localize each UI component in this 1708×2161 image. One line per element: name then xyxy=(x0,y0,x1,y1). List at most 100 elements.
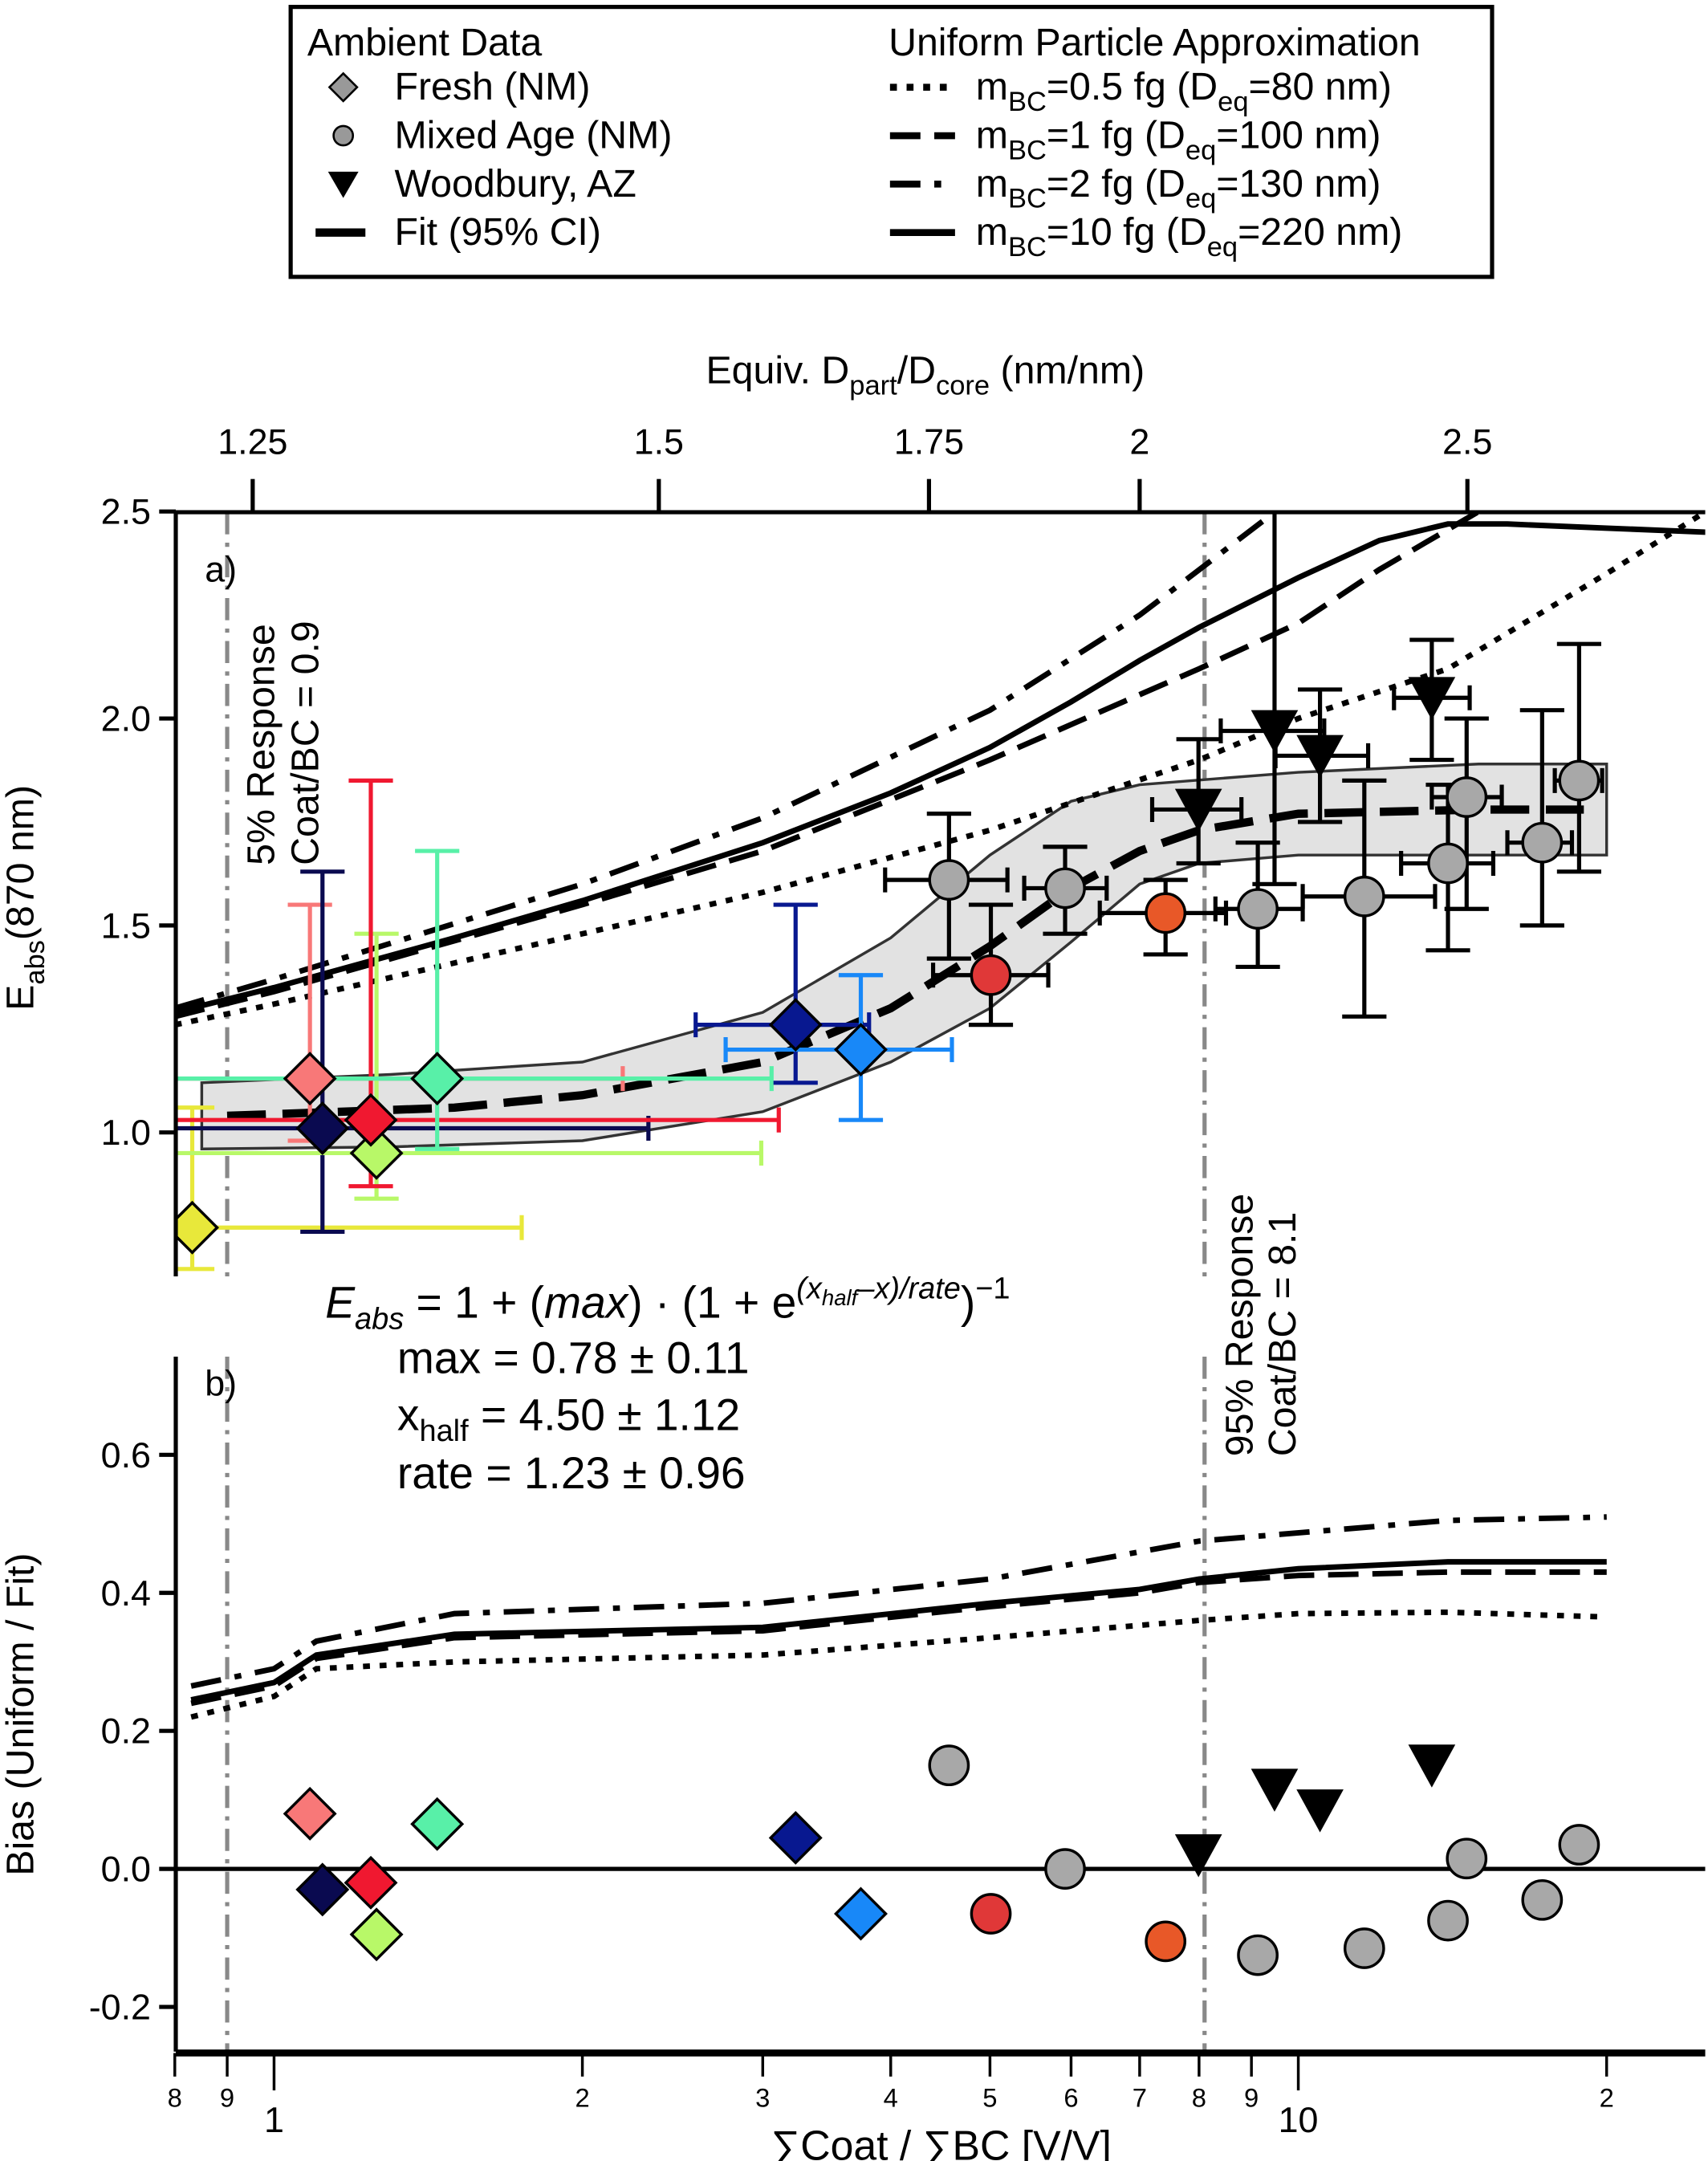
panel-label-a: a) xyxy=(205,548,237,589)
x-minor-tick-label: 2 xyxy=(1600,2083,1614,2113)
panel-label-b: b) xyxy=(205,1362,237,1403)
x-minor-tick-label: 2 xyxy=(575,2083,589,2113)
fresh-diamond-point xyxy=(410,1797,465,1851)
svg-text:Coat/BC = 8.1: Coat/BC = 8.1 xyxy=(1261,1212,1304,1457)
y-tick-label: -0.2 xyxy=(89,1987,151,2028)
top-axis-tick-label: 1.75 xyxy=(894,421,964,462)
x-minor-tick-label: 7 xyxy=(1133,2083,1147,2113)
legend-left-title: Ambient Data xyxy=(307,21,543,64)
y-axis-label-a: Eabs(870 nm) xyxy=(0,785,51,1011)
woodbury-triangle-point xyxy=(1408,1744,1456,1788)
uniform-line-dotted xyxy=(190,1609,1607,1720)
woodbury-triangle-point xyxy=(1174,1834,1222,1878)
x-major-tick-label: 10 xyxy=(1279,2099,1319,2140)
woodbury-triangle-point xyxy=(1296,1789,1344,1833)
svg-text:95% Response: 95% Response xyxy=(1218,1194,1262,1456)
fresh-diamond-point xyxy=(176,1200,219,1255)
error-bar xyxy=(176,869,651,1235)
fit-ci-band xyxy=(200,763,1608,1151)
fresh-diamond-point xyxy=(344,1855,398,1910)
fit-equation: Eabs = 1 + (max) · (1 + e(xhalf–x)/rate)… xyxy=(325,1272,1010,1498)
uniform-line-dashdot xyxy=(190,1514,1607,1689)
y-axis-label-b: Bias (Uniform / Fit) xyxy=(0,1553,42,1875)
woodbury-triangle-point xyxy=(1174,788,1222,832)
svg-text:5% Response: 5% Response xyxy=(239,624,283,865)
fresh-diamond-point xyxy=(834,1886,888,1941)
fresh-diamond-point xyxy=(768,1810,823,1865)
legend-item-label: mBC=2 fg (Deq=130 nm) xyxy=(976,162,1381,214)
svg-text:max = 0.78 ± 0.11: max = 0.78 ± 0.11 xyxy=(397,1333,750,1383)
top-axis-label: Equiv. Dpart/Dcore (nm/nm) xyxy=(706,349,1145,401)
mixed-age-circle-point xyxy=(1446,776,1488,818)
uniform-line-dashed xyxy=(190,1569,1607,1707)
x-minor-tick-label: 8 xyxy=(168,2083,182,2113)
woodbury-legend-icon xyxy=(327,171,359,198)
panel-a-marks xyxy=(176,512,1706,1277)
svg-text:Eabs = 1 + (max) · (1 + e(xhal: Eabs = 1 + (max) · (1 + e(xhalf–x)/rate)… xyxy=(325,1272,1010,1337)
legend-right-title: Uniform Particle Approximation xyxy=(889,21,1421,64)
mixed-age-legend-icon xyxy=(332,124,355,147)
x-minor-tick-label: 9 xyxy=(220,2083,234,2113)
uniform-line-solid xyxy=(176,521,1706,1015)
legend-item-label: Fresh (NM) xyxy=(394,65,590,108)
fresh-diamond-point xyxy=(768,998,823,1052)
mixed-age-circle-point xyxy=(1558,1824,1600,1866)
woodbury-triangle-point xyxy=(1250,710,1299,754)
fresh-diamond-point xyxy=(349,1125,404,1180)
mixed-age-circle-point xyxy=(1343,1927,1385,1969)
mixed-age-circle-point xyxy=(970,1893,1012,1935)
mixed-age-circle-point xyxy=(1237,1934,1279,1976)
legend: Ambient Data Fresh (NM) Mixed Age (NM) Woo… xyxy=(288,5,1494,279)
mixed-age-circle-point xyxy=(1521,821,1564,864)
y-tick-label: 2.5 xyxy=(101,491,151,532)
mixed-age-circle-point xyxy=(1237,888,1279,930)
mixed-age-circle-point xyxy=(1145,1920,1187,1963)
error-bar xyxy=(176,1105,524,1272)
panel-b-marks xyxy=(176,1357,1706,2052)
mixed-age-circle-point xyxy=(1558,759,1600,802)
mixed-age-circle-point xyxy=(1521,1878,1564,1921)
fresh-diamond-point xyxy=(283,1052,337,1106)
uniform-line-dotted xyxy=(176,512,1706,1028)
fresh-diamond-point xyxy=(295,1862,350,1917)
top-axis-tick-label: 1.25 xyxy=(218,421,287,462)
y-tick-label: 1.0 xyxy=(101,1112,151,1153)
y-tick-label: 0.2 xyxy=(101,1711,151,1752)
error-bar xyxy=(176,931,764,1201)
fresh-diamond-point xyxy=(283,1786,337,1841)
fresh-diamond-point xyxy=(295,1101,350,1155)
mixed-age-circle-point xyxy=(928,1744,970,1787)
legend-item-label: Mixed Age (NM) xyxy=(394,114,672,157)
y-tick-label: 0.6 xyxy=(101,1435,151,1475)
x-minor-tick-label: 5 xyxy=(982,2083,997,2113)
mixed-age-circle-point xyxy=(1343,875,1385,918)
x-minor-tick-label: 3 xyxy=(755,2083,770,2113)
x-axis-label: ∑Coat / ∑BC [V/V] xyxy=(771,2122,1111,2161)
legend-item-label: mBC=10 fg (Deq=220 nm) xyxy=(976,210,1403,262)
uniform-line-dashed xyxy=(176,512,1480,1019)
mixed-age-circle-point xyxy=(1427,1899,1469,1942)
woodbury-triangle-point xyxy=(1408,677,1456,720)
legend-item-label: Fit (95% CI) xyxy=(394,210,600,254)
svg-text:Coat/BC = 0.9: Coat/BC = 0.9 xyxy=(284,621,327,865)
woodbury-triangle-point xyxy=(1250,1768,1299,1812)
svg-text:xhalf = 4.50 ± 1.12: xhalf = 4.50 ± 1.12 xyxy=(397,1390,740,1448)
x-major-tick-label: 1 xyxy=(264,2099,284,2140)
x-minor-tick-label: 9 xyxy=(1244,2083,1259,2113)
fresh-diamond-point xyxy=(834,1023,888,1077)
mixed-age-circle-point xyxy=(970,954,1012,996)
mixed-age-circle-point xyxy=(1145,892,1187,934)
error-bar xyxy=(176,778,781,1189)
mixed-age-circle-point xyxy=(928,859,970,901)
y-tick-label: 2.0 xyxy=(101,698,151,739)
mixed-age-circle-point xyxy=(1044,1848,1086,1890)
mixed-age-circle-point xyxy=(1427,842,1469,885)
y-tick-label: 1.5 xyxy=(101,905,151,946)
y-tick-label: 0.4 xyxy=(101,1573,151,1614)
legend-item-label: mBC=0.5 fg (Deq=80 nm) xyxy=(976,65,1392,117)
uniform-line-solid xyxy=(190,1559,1607,1703)
x-minor-tick-label: 6 xyxy=(1063,2083,1078,2113)
x-minor-tick-label: 8 xyxy=(1192,2083,1206,2113)
fresh-diamond-point xyxy=(344,1093,398,1147)
